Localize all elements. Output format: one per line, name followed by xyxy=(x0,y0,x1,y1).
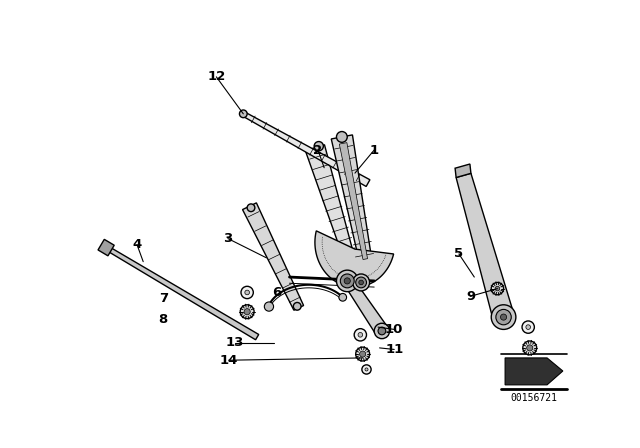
Circle shape xyxy=(293,302,301,310)
Circle shape xyxy=(337,270,358,292)
Text: 7: 7 xyxy=(159,292,168,305)
Polygon shape xyxy=(343,276,388,335)
Circle shape xyxy=(496,310,511,325)
Circle shape xyxy=(337,132,348,142)
Circle shape xyxy=(239,110,247,118)
Polygon shape xyxy=(242,112,370,186)
Text: 13: 13 xyxy=(226,336,244,349)
Text: 4: 4 xyxy=(132,238,141,251)
Text: 12: 12 xyxy=(207,70,225,83)
Circle shape xyxy=(360,351,365,357)
Circle shape xyxy=(264,302,273,311)
Circle shape xyxy=(523,341,537,355)
Circle shape xyxy=(354,329,367,341)
Polygon shape xyxy=(98,239,114,256)
Circle shape xyxy=(353,274,369,291)
Circle shape xyxy=(240,305,254,319)
Circle shape xyxy=(527,345,533,351)
Circle shape xyxy=(526,325,531,329)
Polygon shape xyxy=(305,145,355,261)
Circle shape xyxy=(247,204,255,211)
Text: 14: 14 xyxy=(220,354,238,367)
Polygon shape xyxy=(243,203,303,310)
Circle shape xyxy=(492,305,516,329)
Circle shape xyxy=(500,314,507,320)
Circle shape xyxy=(362,365,371,374)
Text: 5: 5 xyxy=(454,247,463,260)
Circle shape xyxy=(244,309,250,315)
Circle shape xyxy=(245,290,250,295)
Text: 2: 2 xyxy=(314,143,323,156)
Polygon shape xyxy=(505,358,563,385)
Text: 10: 10 xyxy=(385,323,403,336)
Polygon shape xyxy=(339,142,367,259)
Circle shape xyxy=(378,327,386,335)
Circle shape xyxy=(492,282,504,295)
Polygon shape xyxy=(456,173,514,320)
Text: 9: 9 xyxy=(466,290,475,303)
Circle shape xyxy=(365,368,368,371)
Circle shape xyxy=(522,321,534,333)
Text: 3: 3 xyxy=(223,232,232,245)
Circle shape xyxy=(314,142,323,151)
Text: 6: 6 xyxy=(272,286,281,299)
Circle shape xyxy=(339,293,347,301)
Polygon shape xyxy=(455,164,471,177)
Circle shape xyxy=(356,277,367,288)
Circle shape xyxy=(344,278,350,284)
Text: 1: 1 xyxy=(370,143,379,156)
Polygon shape xyxy=(332,135,372,267)
Text: 00156721: 00156721 xyxy=(511,393,557,403)
Polygon shape xyxy=(107,246,259,340)
Polygon shape xyxy=(315,231,394,287)
Circle shape xyxy=(241,286,253,299)
Text: 11: 11 xyxy=(385,343,403,356)
Text: 8: 8 xyxy=(159,313,168,326)
Circle shape xyxy=(340,274,354,288)
Circle shape xyxy=(358,332,363,337)
Circle shape xyxy=(374,323,390,339)
Circle shape xyxy=(359,280,364,285)
Circle shape xyxy=(495,286,500,291)
Circle shape xyxy=(356,347,369,361)
